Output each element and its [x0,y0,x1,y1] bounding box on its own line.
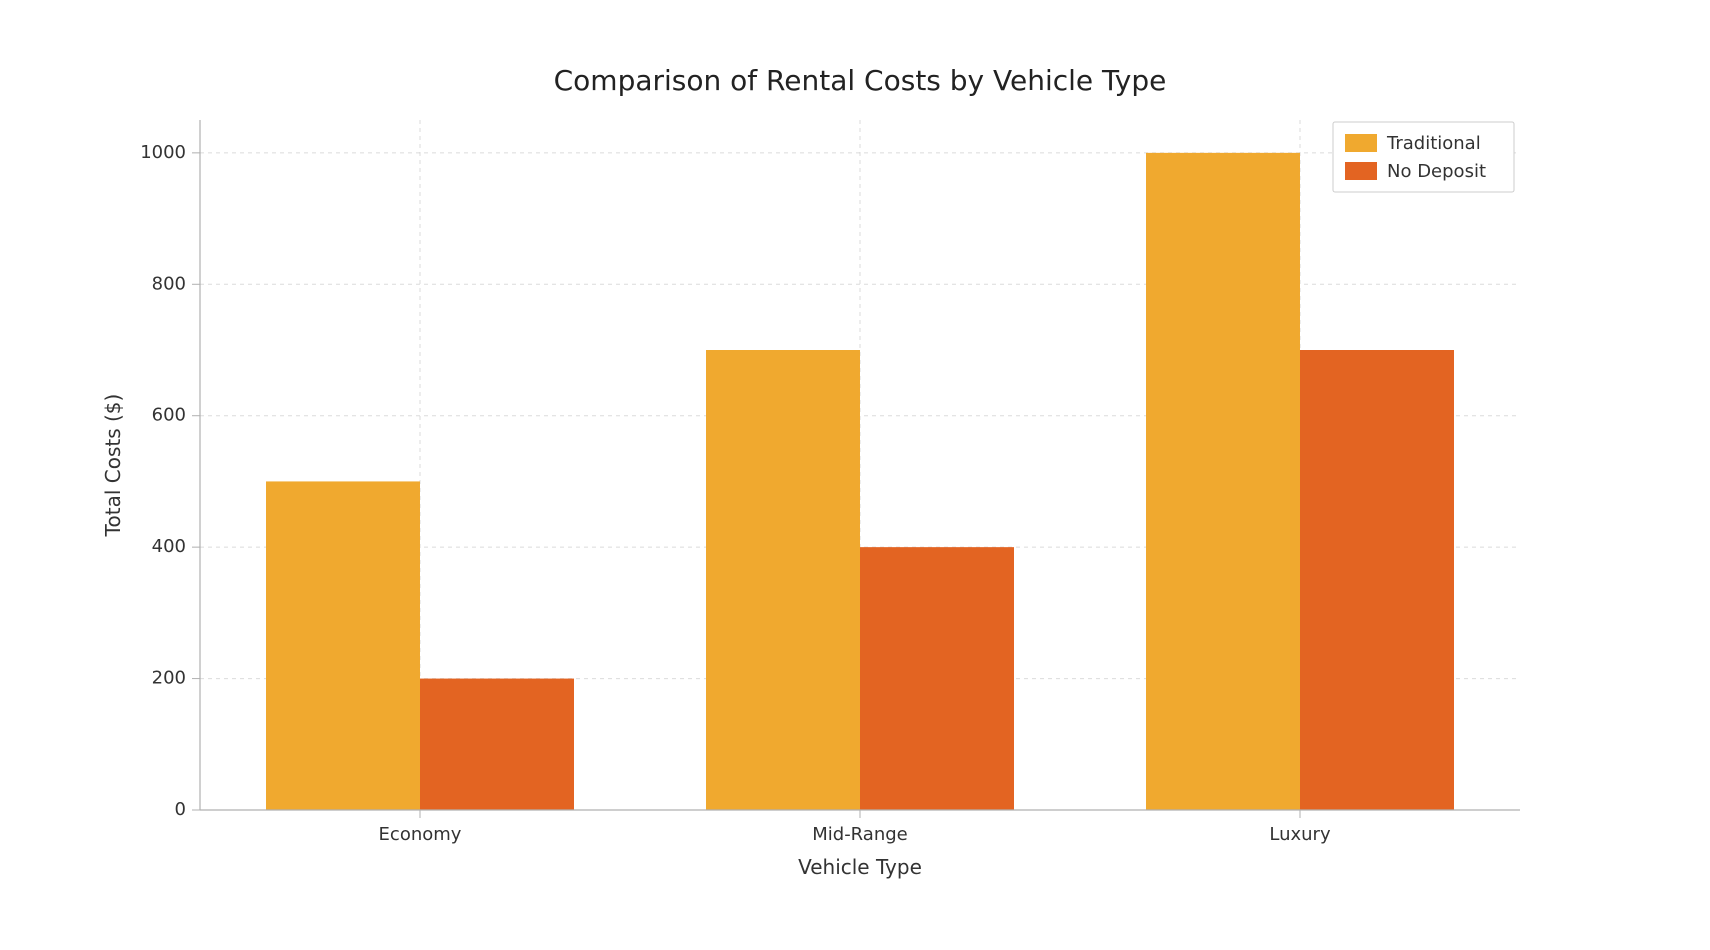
bar [266,481,420,810]
y-tick-label: 1000 [140,142,186,163]
legend-label: Traditional [1386,133,1481,154]
y-tick-label: 400 [152,536,186,557]
chart-container: 0 200 400 600 800 1000 Economy Mid-Range Luxury V… [0,0,1710,950]
y-tick-label: 200 [152,668,186,689]
x-axis-label: Vehicle Type [798,855,922,879]
x-tick-label: Economy [379,824,462,845]
y-axis-label: Total Costs ($) [101,394,125,538]
legend-swatch [1345,162,1377,180]
legend: Traditional No Deposit [1333,122,1514,192]
bar [1300,350,1454,810]
x-tick-label: Mid-Range [812,824,908,845]
y-tick-label: 0 [175,799,186,820]
legend-swatch [1345,134,1377,152]
y-tick-label: 800 [152,273,186,294]
bar [1146,153,1300,810]
bar [420,679,574,810]
bar [860,547,1014,810]
x-tick-label: Luxury [1269,824,1331,845]
bar-chart-svg: 0 200 400 600 800 1000 Economy Mid-Range Luxury V… [0,0,1710,950]
chart-title: Comparison of Rental Costs by Vehicle Ty… [554,64,1167,97]
legend-label: No Deposit [1387,161,1486,182]
bar [706,350,860,810]
y-tick-label: 600 [152,405,186,426]
